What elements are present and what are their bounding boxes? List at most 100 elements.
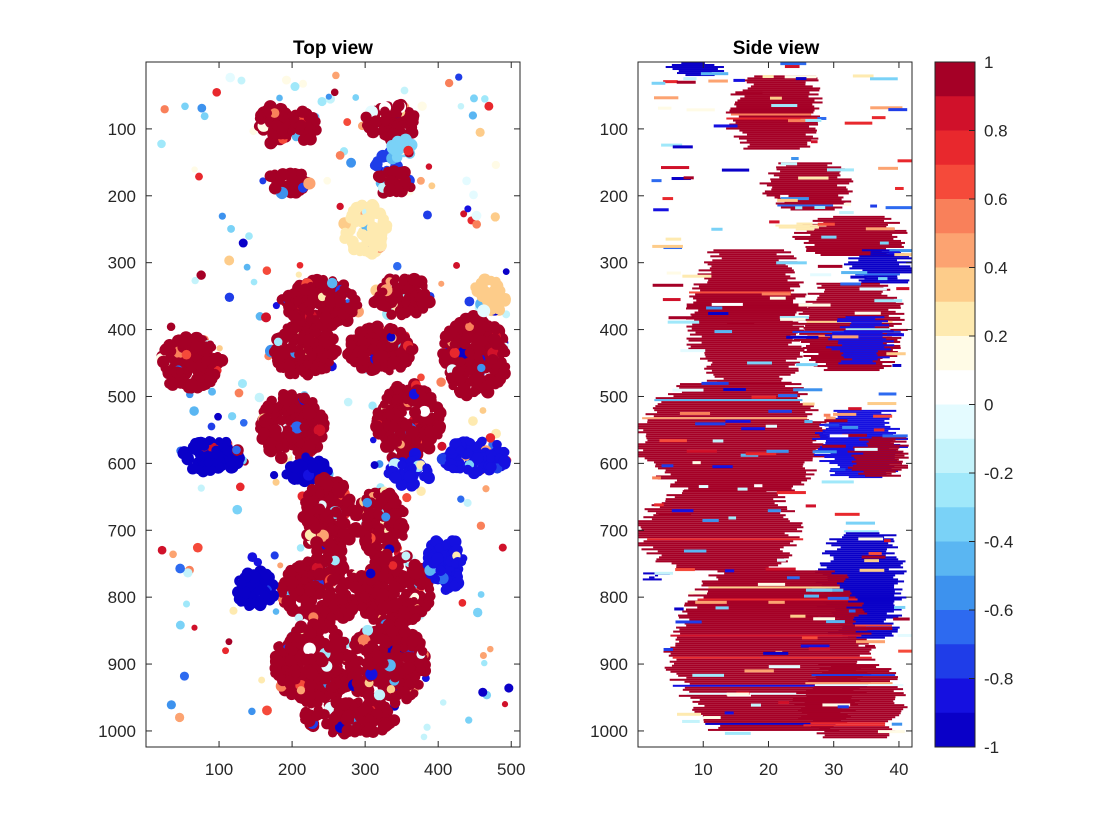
heatmap-row (772, 186, 847, 189)
scatter-point (399, 176, 410, 188)
heatmap-row (810, 722, 886, 725)
scatter-point (263, 443, 277, 457)
heatmap-row (826, 620, 845, 624)
heatmap-row (847, 466, 909, 469)
scatter-point (166, 700, 176, 710)
heatmap-row (805, 504, 816, 508)
heatmap-row (730, 107, 820, 110)
heatmap-row (776, 491, 806, 495)
heatmap-row (798, 312, 905, 315)
heatmap-row (689, 333, 796, 336)
heatmap-row (653, 415, 808, 418)
heatmap-row (652, 283, 684, 287)
heatmap-row (700, 357, 797, 360)
heatmap-row (762, 192, 849, 195)
heatmap-row (723, 388, 746, 392)
scatter-point (408, 558, 422, 572)
heatmap-row (882, 434, 908, 438)
scatter-point (460, 210, 468, 218)
scatter-point (381, 109, 392, 120)
scatter-point (384, 183, 396, 195)
heatmap-row (795, 77, 807, 81)
scatter-point (361, 277, 369, 285)
side-view-title: Side view (733, 38, 820, 59)
heatmap-row (801, 708, 904, 711)
scatter-point (191, 624, 198, 631)
heatmap-row (792, 235, 898, 238)
heatmap-row (746, 133, 806, 136)
scatter-point (453, 261, 461, 269)
heatmap-row (655, 475, 806, 478)
heatmap-row (757, 582, 786, 586)
scatter-point (281, 327, 295, 340)
heatmap-row (856, 640, 886, 644)
scatter-point (296, 261, 304, 269)
heatmap-row (695, 331, 798, 334)
heatmap-row (843, 263, 900, 266)
heatmap-row (707, 263, 786, 266)
heatmap-row (768, 172, 840, 175)
heatmap-row (638, 524, 802, 527)
heatmap-row (654, 571, 674, 575)
heatmap-row (839, 211, 854, 215)
colorbar-cell (935, 199, 975, 234)
heatmap-row (777, 558, 786, 562)
heatmap-row (819, 668, 892, 671)
scatter-point (190, 340, 203, 353)
heatmap-row (645, 435, 827, 438)
heatmap-row (826, 566, 904, 569)
scatter-point (386, 309, 397, 320)
heatmap-row (695, 422, 726, 426)
scatter-point (424, 416, 433, 425)
heatmap-row (688, 339, 800, 342)
heatmap-row (686, 305, 807, 308)
heatmap-row (780, 317, 806, 321)
colorbar-tick-label: -0.2 (984, 464, 1013, 483)
scatter-point (386, 684, 396, 694)
scatter-point (479, 651, 487, 659)
heatmap-row (642, 417, 808, 420)
scatter-point (302, 556, 313, 566)
heatmap-row (873, 414, 893, 418)
heatmap-row (686, 337, 793, 340)
heatmap-row (859, 568, 885, 572)
heatmap-row (766, 449, 789, 453)
scatter-point (431, 552, 444, 565)
heatmap-row (712, 465, 733, 469)
heatmap-row (824, 290, 883, 293)
heatmap-row (676, 80, 696, 84)
colorbar-tick-label: -1 (984, 738, 999, 757)
heatmap-row (729, 109, 815, 112)
scatter-point (301, 452, 311, 462)
scatter-point (335, 583, 347, 596)
heatmap-row (676, 479, 808, 482)
x-tick-label: 100 (205, 760, 233, 779)
scatter-point (485, 433, 496, 443)
heatmap-row (763, 651, 789, 655)
heatmap-row (724, 711, 734, 715)
scatter-point (437, 441, 447, 451)
heatmap-row (675, 642, 869, 645)
scatter-point (287, 188, 296, 198)
scatter-point (225, 638, 233, 646)
heatmap-row (682, 274, 712, 278)
scatter-point (272, 302, 280, 310)
heatmap-row (863, 470, 896, 473)
scatter-point (346, 157, 357, 168)
scatter-point (412, 613, 421, 623)
scatter-point (304, 586, 316, 597)
heatmap-row (673, 630, 856, 633)
scatter-point (258, 427, 270, 439)
scatter-point (401, 298, 410, 307)
scatter-point (481, 95, 489, 103)
scatter-point (498, 543, 507, 552)
scatter-point (482, 485, 490, 493)
scatter-point (316, 410, 325, 419)
heatmap-row (818, 664, 880, 667)
heatmap-row (663, 647, 674, 651)
heatmap-row (801, 712, 901, 715)
scatter-point (376, 327, 387, 338)
heatmap-row (765, 567, 796, 571)
heatmap-row (754, 484, 763, 488)
heatmap-row (797, 710, 902, 713)
